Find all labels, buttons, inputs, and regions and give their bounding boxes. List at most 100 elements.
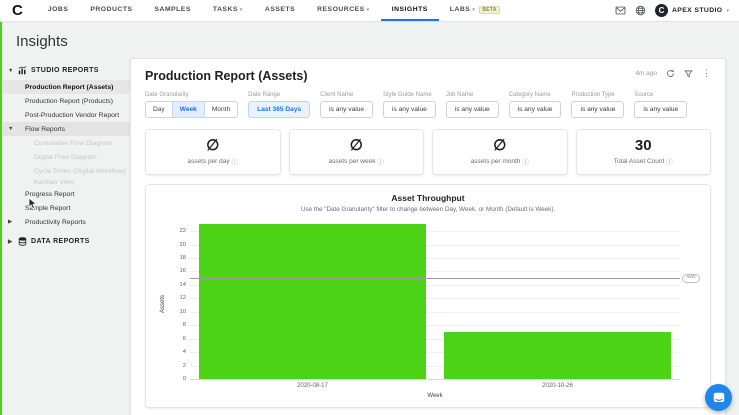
- filter-job-name: Job Name is any value: [445, 92, 499, 118]
- header-actions: C APEX STUDIO ▾: [615, 4, 729, 17]
- bar-2020-10-26[interactable]: [443, 331, 672, 379]
- nav-item-jobs[interactable]: JOBS: [37, 0, 80, 21]
- sidebar-item-label: Production Report (Products): [25, 97, 114, 105]
- filter-value-dropdown[interactable]: is any value: [383, 101, 436, 118]
- sidebar-section-data-reports[interactable]: ▶ DATA REPORTS: [0, 233, 130, 250]
- gridline: [190, 325, 680, 327]
- nav-item-insights[interactable]: INSIGHTS: [380, 0, 439, 21]
- sidebar-item-productivity-reports[interactable]: ▶ Productivity Reports: [0, 215, 130, 229]
- chart-subtitle: Use the "Date Granularity" filter to cha…: [300, 206, 556, 213]
- sidebar-item-digital-flow-diagram[interactable]: Digital Flow Diagram: [0, 150, 130, 164]
- chart-tile: Asset Throughput Use the "Date Granulari…: [145, 184, 711, 408]
- account-menu[interactable]: C APEX STUDIO ▾: [655, 4, 729, 17]
- nav-item-label: SAMPLES: [154, 6, 191, 13]
- kpi-card-assets-per-month: ∅ assets per month ⓘ: [432, 129, 568, 175]
- chat-icon: [713, 392, 724, 402]
- nav-item-tasks[interactable]: TASKS ▾: [202, 0, 254, 21]
- chevron-down-icon: ▼: [8, 126, 14, 132]
- kpi-label: assets per day ⓘ: [187, 156, 238, 167]
- sidebar-items: Production Report (Assets) Production Rep…: [0, 79, 130, 233]
- chevron-down-icon: ▾: [239, 6, 243, 13]
- sidebar-item-progress-report[interactable]: Progress Report: [0, 187, 130, 201]
- sidebar-item-label: Sample Report: [25, 204, 71, 212]
- info-icon: ⓘ: [522, 159, 529, 166]
- sidebar-item-post-production-vendor-report[interactable]: Post-Production Vendor Report: [0, 108, 130, 122]
- filter-label: Production Type: [571, 92, 615, 98]
- sidebar-section-label: STUDIO REPORTS: [31, 67, 99, 74]
- kebab-menu-icon[interactable]: ⋮: [702, 68, 711, 78]
- date-granularity-segmented: Day Week Month: [145, 101, 239, 118]
- sidebar-section-studio-reports[interactable]: ▼ STUDIO REPORTS: [0, 62, 130, 79]
- sidebar-item-cumulative-flow-diagram[interactable]: Cumulative Flow Diagram: [0, 136, 130, 150]
- app-logo[interactable]: C: [12, 2, 23, 19]
- y-axis-title: Assets: [160, 294, 166, 313]
- sidebar-item-sample-report[interactable]: Sample Report: [0, 201, 130, 215]
- filter-icon[interactable]: [684, 69, 693, 78]
- filter-label: Job Name: [445, 92, 474, 98]
- gridline: [190, 352, 680, 354]
- y-tick-label: 4: [182, 349, 186, 356]
- kpi-label: assets per month ⓘ: [471, 156, 529, 167]
- bar-2020-08-17[interactable]: [198, 224, 427, 379]
- average-line: [190, 278, 680, 280]
- globe-icon[interactable]: [635, 5, 646, 16]
- chevron-right-icon: ▶: [8, 238, 13, 245]
- filter-client-name: Client Name is any value: [320, 92, 373, 118]
- sidebar-item-production-report-products-[interactable]: Production Report (Products): [0, 94, 130, 108]
- sidebar-item-cycle-times-digital-workflow-[interactable]: Cycle Times (Digital Workflow): [0, 164, 130, 178]
- y-tick-label: 12: [179, 295, 186, 302]
- date-range-group: Date Range Last 365 Days: [248, 92, 311, 118]
- nav-item-assets[interactable]: ASSETS: [254, 0, 306, 21]
- nav-item-label: JOBS: [47, 6, 69, 13]
- chat-launcher[interactable]: [705, 384, 732, 411]
- average-line-label[interactable]: AVG: [682, 274, 700, 283]
- account-name: APEX STUDIO: [672, 7, 723, 14]
- y-tick-label: 8: [182, 322, 186, 329]
- chevron-down-icon: ▾: [472, 6, 476, 13]
- kpi-card-assets-per-week: ∅ assets per week ⓘ: [288, 129, 424, 175]
- y-tick-label: 10: [179, 308, 186, 315]
- sidebar-item-label: Kanban View: [34, 179, 74, 186]
- filter-value-dropdown[interactable]: is any value: [320, 101, 373, 118]
- kpi-row: ∅ assets per day ⓘ ∅ assets per week ⓘ ∅ assets…: [145, 129, 711, 175]
- x-axis-title: Week: [427, 393, 443, 399]
- bar-chart: 0 2 4 6 8 10 12 14 16 18 20 22 2020-08-17 2020-10-26 A…: [154, 217, 702, 405]
- gridline: [190, 365, 680, 367]
- bar-chart-icon: [18, 66, 27, 75]
- granularity-option-week[interactable]: Week: [171, 101, 205, 118]
- chevron-down-icon: ▾: [366, 6, 370, 13]
- chart-title: Asset Throughput: [391, 193, 465, 203]
- granularity-option-day[interactable]: Day: [145, 101, 173, 118]
- kpi-card-assets-per-day: ∅ assets per day ⓘ: [145, 129, 281, 175]
- granularity-option-month[interactable]: Month: [203, 101, 239, 118]
- filter-value-dropdown[interactable]: is any value: [445, 101, 499, 118]
- sidebar-item-label: Post-Production Vendor Report: [25, 111, 120, 119]
- filter-value-dropdown[interactable]: is any value: [634, 101, 688, 118]
- nav-item-labs[interactable]: LABS ▾ BETA: [439, 0, 511, 21]
- sidebar: ▼ STUDIO REPORTS Production Report (Asse…: [0, 58, 130, 415]
- sidebar-item-kanban-view[interactable]: Kanban View: [0, 178, 130, 187]
- last-updated: 4m ago: [635, 70, 657, 77]
- database-icon: [18, 237, 27, 246]
- nav-item-label: LABS: [449, 6, 471, 13]
- kpi-value: ∅: [493, 137, 507, 154]
- date-range-chip[interactable]: Last 365 Days: [248, 101, 311, 118]
- sidebar-item-production-report-assets-[interactable]: Production Report (Assets): [0, 80, 130, 94]
- date-granularity-group: Date Granularity Day Week Month: [145, 92, 239, 118]
- refresh-icon[interactable]: [666, 69, 675, 78]
- messages-icon[interactable]: [615, 5, 626, 16]
- filter-source: Source is any value: [634, 92, 688, 118]
- y-tick-label: 0: [182, 376, 186, 382]
- sidebar-item-flow-reports[interactable]: ▼ Flow Reports: [0, 122, 130, 136]
- filter-style-guide-name: Style Guide Name is any value: [383, 92, 436, 118]
- nav-item-products[interactable]: PRODUCTS: [79, 0, 143, 21]
- nav-item-samples[interactable]: SAMPLES: [144, 0, 202, 21]
- sidebar-item-label: Progress Report: [25, 190, 75, 198]
- nav-item-resources[interactable]: RESOURCES ▾: [306, 0, 381, 21]
- gridline: [190, 311, 680, 313]
- kpi-value: ∅: [206, 137, 220, 154]
- filter-value-dropdown[interactable]: is any value: [571, 101, 625, 118]
- filter-value-dropdown[interactable]: is any value: [508, 101, 562, 118]
- sidebar-item-label: Digital Flow Diagram: [34, 153, 97, 161]
- filter-label: Category Name: [508, 92, 551, 98]
